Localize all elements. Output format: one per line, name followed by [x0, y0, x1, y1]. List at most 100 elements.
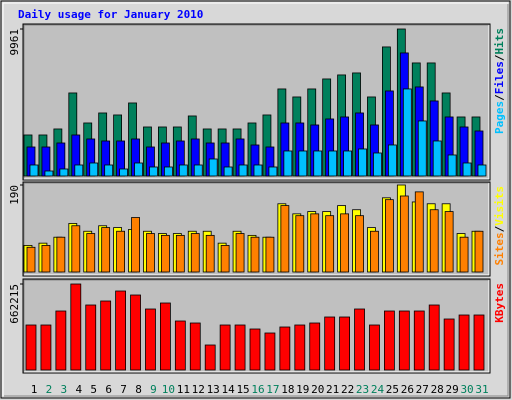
bar	[413, 310, 425, 371]
legend: Sites/Visits	[493, 186, 506, 266]
bar	[477, 164, 487, 177]
bar	[160, 234, 170, 273]
bar	[85, 304, 97, 371]
bar	[355, 215, 364, 273]
bar	[44, 170, 54, 177]
x-tick-label: 10	[162, 383, 175, 396]
x-tick-label: 29	[446, 383, 459, 396]
x-tick-label: 27	[416, 383, 429, 396]
bar	[234, 324, 246, 371]
bar	[235, 233, 245, 273]
panel: 190 Sites/Visits	[8, 181, 506, 277]
bar	[130, 294, 141, 371]
panels: 9961Pages/Files/Hits190Sites/Visits66221…	[8, 23, 506, 396]
legend-separator: /	[493, 54, 506, 61]
bar	[205, 234, 215, 273]
bar	[163, 166, 173, 177]
bar	[294, 324, 306, 371]
bar	[134, 162, 143, 177]
bar	[253, 164, 263, 177]
legend-entry: Pages	[493, 101, 506, 134]
x-tick-label: 9	[150, 383, 157, 396]
bevel	[24, 25, 490, 180]
bar	[223, 166, 233, 177]
bar	[149, 166, 158, 177]
bar	[295, 215, 305, 273]
bar	[383, 310, 395, 371]
bevel	[23, 279, 489, 372]
bar	[340, 213, 350, 273]
bar	[159, 302, 171, 371]
x-tick-label: 8	[135, 383, 142, 396]
bar	[174, 320, 186, 371]
bar	[146, 233, 155, 273]
bar	[265, 236, 275, 273]
bar	[264, 332, 276, 371]
bar	[384, 199, 394, 273]
bar	[116, 230, 125, 273]
bar	[190, 233, 200, 273]
bar	[119, 168, 128, 177]
legend-separator: /	[493, 94, 506, 101]
bar	[428, 304, 440, 371]
x-tick-label: 14	[222, 383, 236, 396]
legend-entry: KBytes	[493, 283, 506, 323]
bar	[70, 283, 82, 371]
bar	[208, 158, 218, 177]
bar	[313, 150, 323, 177]
bar	[458, 314, 470, 371]
bar	[100, 300, 112, 371]
bevel	[23, 24, 489, 179]
bar	[343, 150, 353, 177]
bar	[309, 322, 321, 371]
bar	[89, 162, 99, 177]
x-tick-label: 3	[61, 383, 68, 396]
x-tick-label: 26	[401, 383, 414, 396]
bar	[178, 164, 188, 177]
bar	[220, 245, 230, 273]
x-tick-label: 7	[120, 383, 127, 396]
bar	[432, 140, 442, 177]
x-tick-label: 30	[460, 383, 473, 396]
bar	[474, 230, 484, 273]
x-tick-label: 15	[236, 383, 249, 396]
x-tick-label: 6	[105, 383, 112, 396]
bar	[325, 215, 335, 273]
y-tick-label: 190	[8, 185, 21, 205]
legend-entry: Files	[493, 61, 506, 94]
bar	[55, 310, 67, 371]
bar	[279, 326, 291, 371]
bar	[26, 246, 36, 273]
bar	[443, 318, 455, 371]
bar	[447, 154, 457, 177]
bar	[268, 166, 278, 177]
bar	[71, 225, 81, 273]
x-tick-label: 24	[371, 383, 385, 396]
bar	[25, 324, 37, 371]
bar	[40, 324, 52, 371]
y-tick-label: 9961	[8, 29, 21, 56]
bar	[459, 236, 469, 273]
bevel	[2, 2, 508, 396]
bar	[373, 152, 382, 177]
bar	[429, 209, 439, 273]
x-tick-label: 17	[266, 383, 279, 396]
x-tick-label: 25	[386, 383, 399, 396]
bar	[115, 290, 126, 371]
x-tick-label: 23	[356, 383, 369, 396]
bar	[104, 164, 114, 177]
bar	[131, 217, 140, 273]
bar	[370, 230, 379, 273]
bar	[204, 344, 216, 371]
legend-entry: Hits	[493, 28, 506, 55]
bevel	[23, 182, 489, 275]
bar	[29, 164, 39, 177]
x-tick-label: 13	[207, 383, 220, 396]
bar	[283, 150, 293, 177]
bevel	[4, 4, 509, 397]
x-tick-label: 22	[341, 383, 354, 396]
bar	[219, 324, 231, 371]
